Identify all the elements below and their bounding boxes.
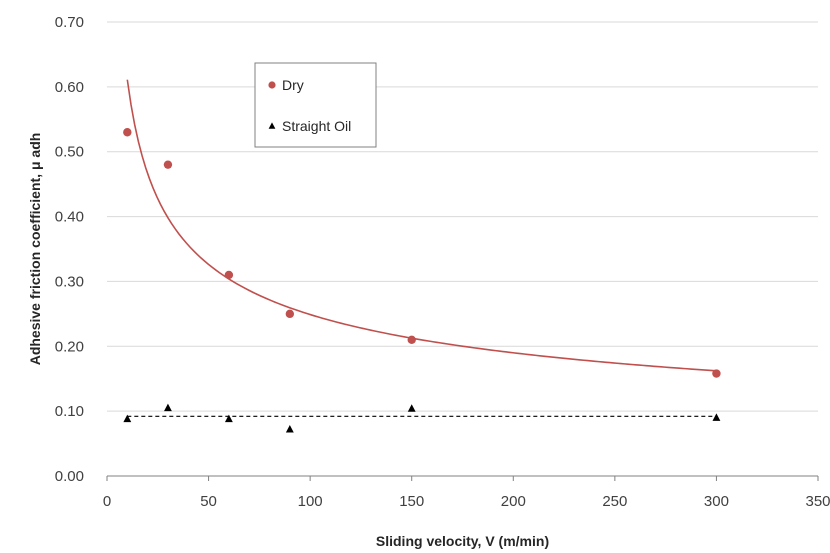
y-axis-ticks: 0.00 0.10 0.20 0.30 0.40 0.50 0.60 0.70: [55, 14, 84, 485]
legend-marker-dry: [268, 81, 276, 89]
data-point-straight-oil: [164, 403, 172, 412]
data-point-dry: [224, 270, 234, 280]
y-tick-label: 0.40: [55, 209, 84, 226]
x-tick-label: 200: [501, 493, 526, 510]
data-point-dry: [285, 309, 295, 319]
data-point-straight-oil: [123, 414, 132, 423]
x-tick-label: 50: [200, 493, 217, 510]
data-point-dry: [407, 335, 416, 344]
legend-marker-straight-oil: [268, 122, 276, 129]
y-tick-label: 0.10: [55, 403, 84, 420]
x-axis-ticks: 0 50 100 150 200 250 300 350: [103, 476, 830, 510]
y-tick-label: 0.70: [55, 14, 84, 31]
data-point-dry: [123, 128, 132, 137]
legend-items: Dry Straight Oil: [268, 77, 351, 134]
x-tick-label: 100: [298, 493, 323, 510]
x-axis-title: Sliding velocity, V (m/min): [376, 533, 549, 549]
x-tick-label: 0: [103, 493, 111, 510]
data-point-straight-oil: [224, 414, 233, 423]
data-points: [123, 128, 721, 433]
y-tick-label: 0.00: [55, 468, 84, 485]
data-point-dry: [163, 160, 173, 169]
x-tick-label: 250: [602, 493, 627, 510]
gridlines: [107, 21, 818, 412]
legend-box: [254, 62, 377, 148]
data-point-straight-oil: [712, 413, 721, 421]
data-point-straight-oil: [285, 425, 294, 433]
legend-label-dry: Dry: [282, 77, 304, 93]
y-tick-label: 0.50: [55, 144, 84, 161]
data-point-straight-oil: [407, 404, 416, 412]
data-point-dry: [712, 369, 721, 378]
x-tick-label: 150: [399, 493, 424, 510]
x-tick-label: 350: [805, 493, 830, 510]
legend: Dry Straight Oil: [254, 62, 377, 148]
x-tick-label: 300: [704, 493, 729, 510]
y-tick-label: 0.60: [55, 79, 84, 96]
legend-label-straight-oil: Straight Oil: [282, 118, 351, 134]
y-tick-label: 0.30: [55, 273, 84, 290]
y-axis-title: Adhesive friction coefficient, μ adh: [27, 133, 43, 366]
y-tick-label: 0.20: [55, 338, 84, 355]
